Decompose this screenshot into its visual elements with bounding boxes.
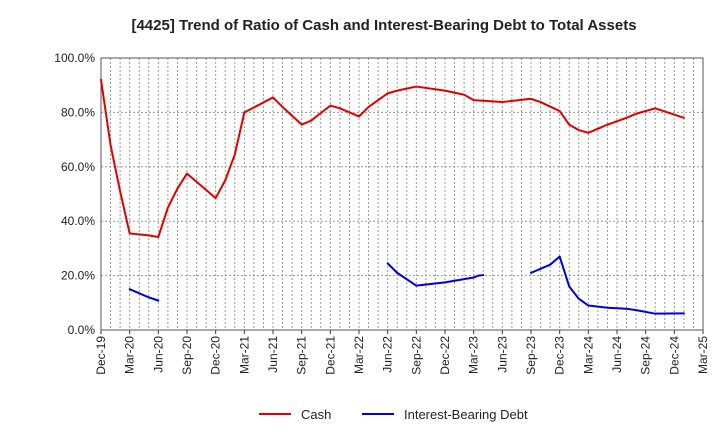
x-tick-label: Dec-24: [667, 336, 681, 375]
x-tick-label: Jun-23: [495, 336, 509, 373]
x-tick-label: Jun-20: [151, 336, 165, 373]
x-tick-label: Dec-21: [323, 336, 337, 375]
y-tick-label: 100.0%: [54, 51, 95, 65]
x-tick-label: Jun-24: [610, 336, 624, 373]
x-tick-label: Mar-23: [467, 336, 481, 374]
x-tick-label: Jun-22: [381, 336, 395, 373]
x-tick-label: Mar-21: [237, 336, 251, 374]
series-line-interest-bearing-debt: [530, 255, 685, 315]
x-tick-label: Dec-20: [209, 336, 223, 375]
y-tick-label: 40.0%: [61, 214, 95, 228]
series-line-interest-bearing-debt: [128, 288, 160, 302]
x-tick-label: Dec-23: [553, 336, 567, 375]
x-tick-label: Dec-19: [94, 336, 108, 375]
x-tick-label: Sep-23: [524, 336, 538, 375]
chart-title: [4425] Trend of Ratio of Cash and Intere…: [131, 17, 636, 34]
axes: 0.0% 20.0% 40.0% 60.0% 80.0% 100.0% Dec-19 Mar-…: [54, 51, 710, 375]
series: [100, 78, 685, 315]
y-tick-label: 60.0%: [61, 160, 95, 174]
legend-interest-bearing-debt-label: Interest-Bearing Debt: [404, 407, 528, 422]
x-tick-label: Mar-22: [352, 336, 366, 374]
x-tick-label: Sep-22: [409, 336, 423, 375]
x-tick-label: Mar-20: [123, 336, 137, 374]
x-tick-label: Sep-21: [295, 336, 309, 375]
y-tick-label: 80.0%: [61, 105, 95, 119]
y-tick-label: 0.0%: [68, 323, 96, 337]
x-tick-label: Sep-24: [639, 336, 653, 375]
plot-frame: [100, 57, 704, 331]
series-line-interest-bearing-debt: [386, 262, 485, 287]
legend-cash-label: Cash: [301, 407, 331, 422]
y-tick-label: 20.0%: [61, 269, 95, 283]
legend: Cash Interest-Bearing Debt: [259, 407, 528, 422]
x-tick-label: Dec-22: [438, 336, 452, 375]
x-tick-label: Sep-20: [180, 336, 194, 375]
grid: [100, 57, 704, 331]
x-tick-label: Jun-21: [266, 336, 280, 373]
x-tick-label: Mar-25: [696, 336, 710, 374]
x-tick-label: Mar-24: [581, 336, 595, 374]
series-line-cash: [100, 78, 685, 238]
